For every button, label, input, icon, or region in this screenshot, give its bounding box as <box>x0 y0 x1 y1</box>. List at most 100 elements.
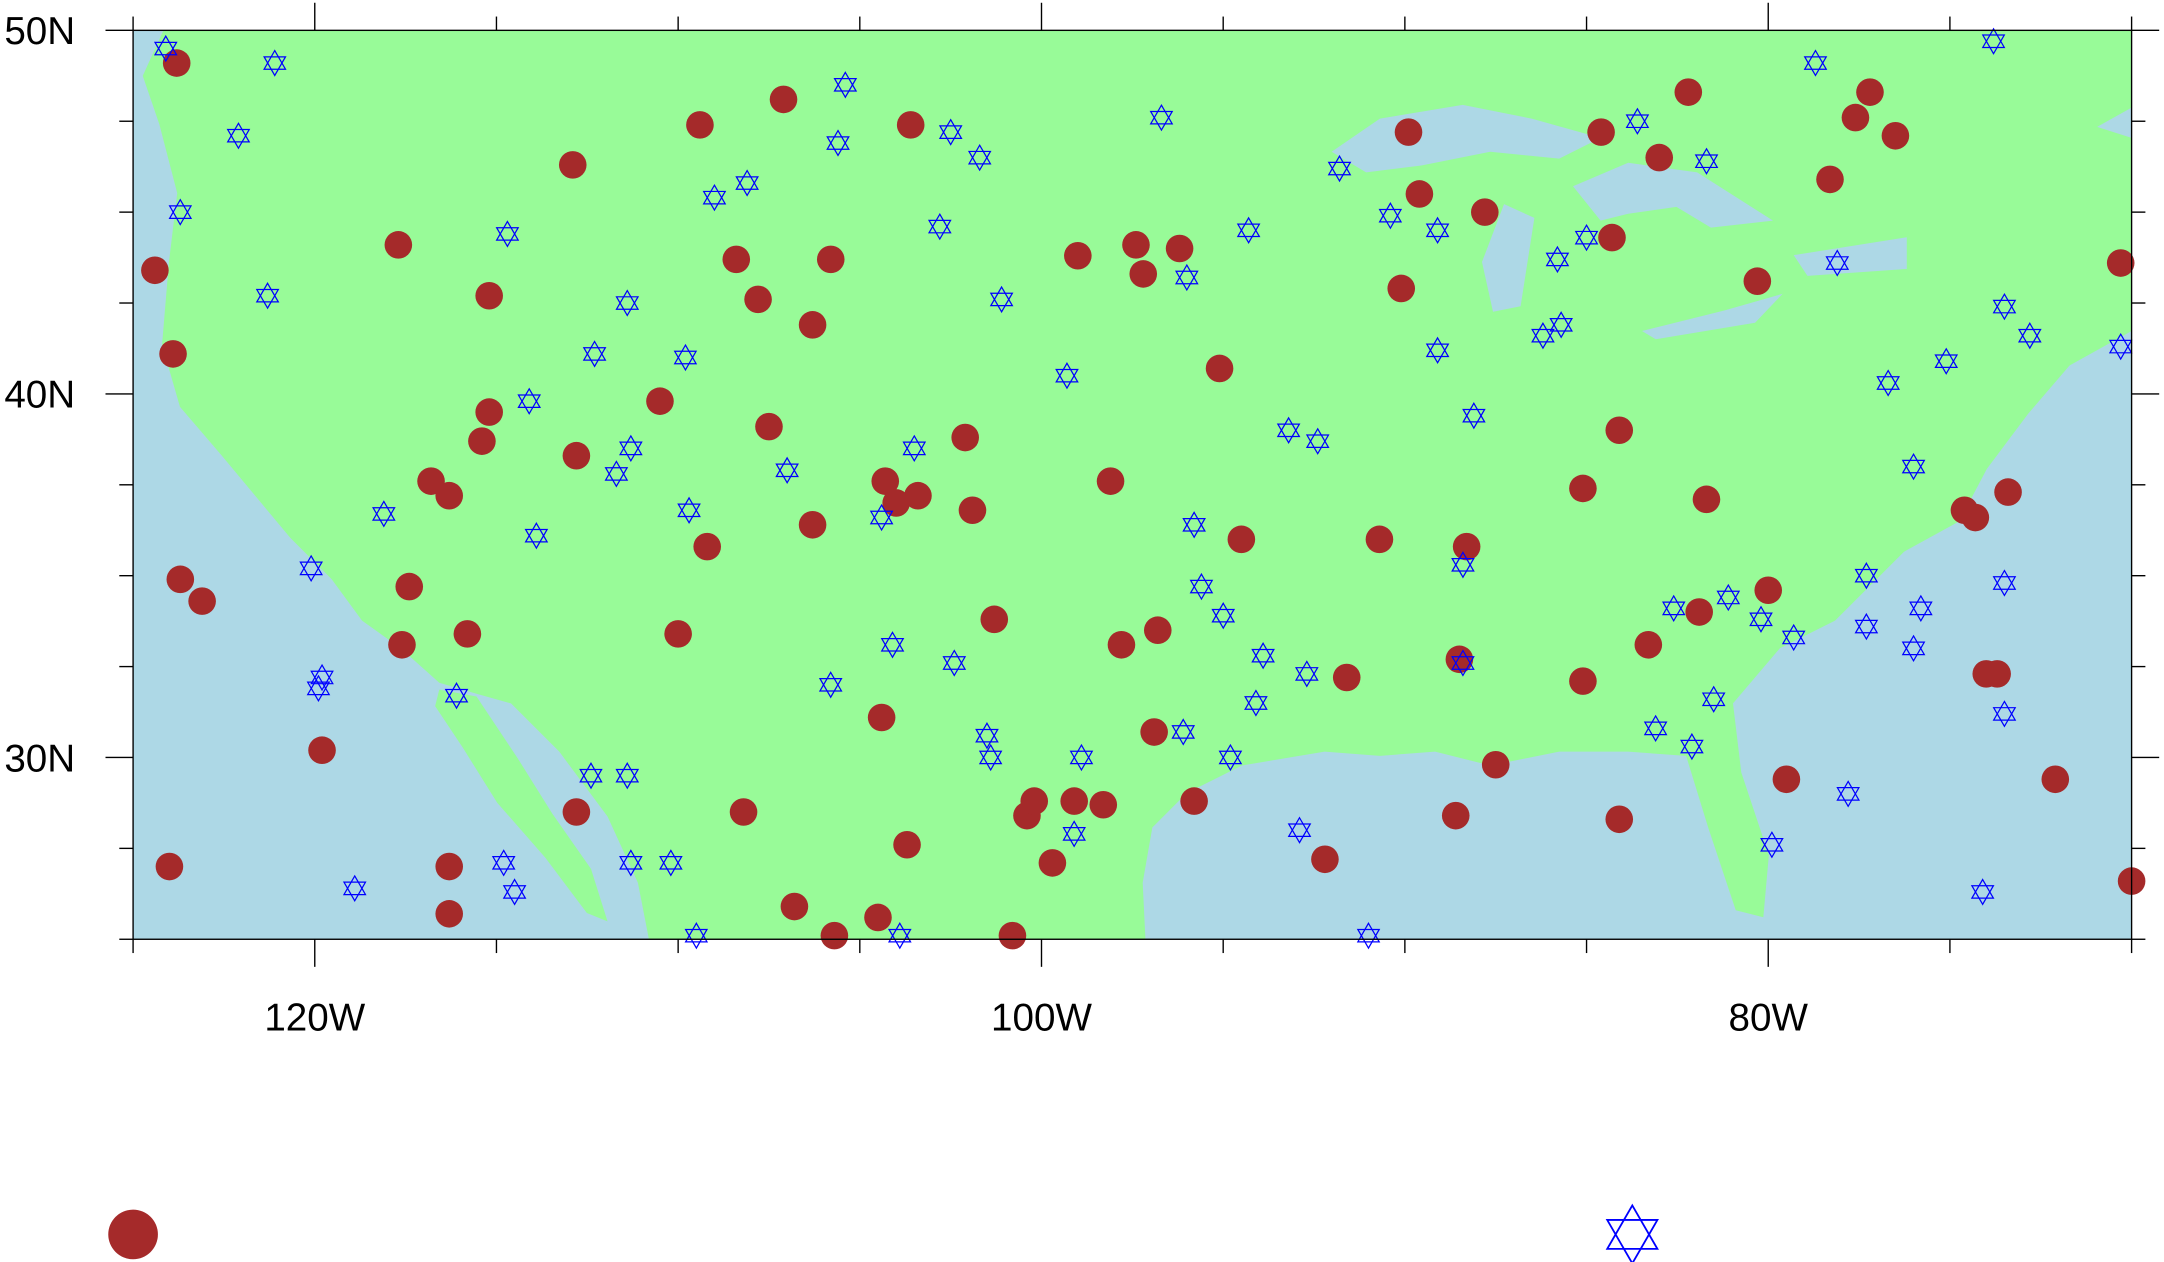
circle-marker <box>864 903 892 932</box>
circle-marker <box>1983 660 2011 688</box>
star-marker <box>1236 216 1261 244</box>
star-marker <box>1643 714 1668 743</box>
star-marker <box>615 289 640 317</box>
circle-marker <box>188 587 216 615</box>
star-marker <box>1425 216 1450 244</box>
circle-marker <box>896 111 925 139</box>
star-marker <box>826 129 850 157</box>
circle-marker <box>755 412 783 441</box>
circle-marker <box>1140 718 1168 746</box>
circle-marker <box>1692 485 1721 514</box>
star-marker <box>1574 223 1599 252</box>
circle-marker <box>958 496 987 525</box>
circle-marker <box>435 852 464 881</box>
circle-marker <box>1634 630 1663 659</box>
circle-marker <box>1994 478 2022 506</box>
star-marker <box>1531 322 1555 350</box>
star-marker <box>1244 689 1268 717</box>
circle-marker <box>1445 645 1474 674</box>
star-marker <box>1378 202 1403 230</box>
star-marker <box>818 671 843 699</box>
star-marker <box>1981 27 2006 55</box>
circle-marker <box>769 85 798 114</box>
y-tick-label: 40N <box>4 374 75 417</box>
star-marker <box>1625 107 1650 135</box>
circle-marker <box>867 703 896 732</box>
star-marker <box>1218 743 1243 772</box>
land-baja <box>435 689 608 922</box>
circle-marker <box>1598 223 1626 252</box>
circle-marker <box>1394 118 1423 146</box>
star-marker <box>1680 732 1704 761</box>
star-marker <box>1069 743 1094 772</box>
star-marker <box>1189 572 1214 601</box>
star-marker <box>927 212 952 241</box>
circle-marker <box>893 830 921 859</box>
star-marker <box>880 631 905 659</box>
star-marker <box>604 460 629 488</box>
star-marker <box>902 434 927 463</box>
circle-marker <box>820 921 849 950</box>
circle-marker <box>1605 805 1634 834</box>
circle-marker <box>1332 663 1361 692</box>
legend-circle-marker <box>108 1209 158 1260</box>
circle-marker <box>1481 750 1510 779</box>
circle-marker <box>155 852 184 881</box>
star-marker <box>1701 685 1726 713</box>
circle-marker <box>1020 787 1049 815</box>
star-marker <box>1276 416 1301 444</box>
circle-marker <box>475 281 503 310</box>
star-marker <box>517 387 542 415</box>
circle-marker <box>1405 180 1434 208</box>
star-marker <box>619 434 643 463</box>
circle-marker <box>558 151 587 179</box>
circle-marker <box>141 256 169 285</box>
star-marker <box>255 282 280 310</box>
circle-marker <box>980 605 1009 634</box>
circle-marker <box>1180 787 1208 815</box>
star-marker <box>1854 562 1879 590</box>
circle-marker <box>904 481 932 510</box>
star-marker <box>989 285 1014 314</box>
circle-marker <box>453 620 482 648</box>
star-marker <box>1451 551 1475 579</box>
star-marker <box>673 343 698 372</box>
circle-marker <box>2106 249 2135 277</box>
star-marker <box>168 198 193 226</box>
star-marker <box>495 220 520 248</box>
circle-marker <box>1587 118 1615 146</box>
star-marker <box>502 878 527 906</box>
circle-marker <box>1605 416 1634 445</box>
star-marker <box>869 503 894 532</box>
star-marker <box>1451 649 1475 677</box>
circle-marker <box>1096 467 1125 495</box>
circle-marker <box>159 340 187 368</box>
star-marker <box>1327 154 1352 183</box>
star-marker <box>1781 623 1806 652</box>
star-marker <box>1901 452 1926 481</box>
star-icon <box>1605 1203 1659 1262</box>
star-marker <box>775 456 799 484</box>
star-marker <box>153 34 178 63</box>
star-marker <box>1174 263 1199 292</box>
circle-marker <box>1122 231 1150 259</box>
land-mainland <box>142 30 2132 940</box>
star-marker <box>1425 336 1450 364</box>
star-marker <box>1836 780 1860 808</box>
circle-marker <box>722 245 751 274</box>
star-marker <box>1294 660 1319 688</box>
star-marker <box>677 496 701 524</box>
circle-marker <box>1452 532 1481 561</box>
circle-marker <box>1856 78 1884 106</box>
star-marker <box>942 649 967 677</box>
circle-marker <box>1471 198 1499 226</box>
circle-marker <box>1107 630 1136 659</box>
star-marker <box>299 554 323 583</box>
circle-marker <box>1227 525 1256 554</box>
circle-marker <box>435 481 464 510</box>
circle-marker <box>798 511 827 539</box>
circle-marker <box>1165 234 1194 263</box>
star-marker <box>1760 831 1784 859</box>
star-marker <box>833 71 858 99</box>
